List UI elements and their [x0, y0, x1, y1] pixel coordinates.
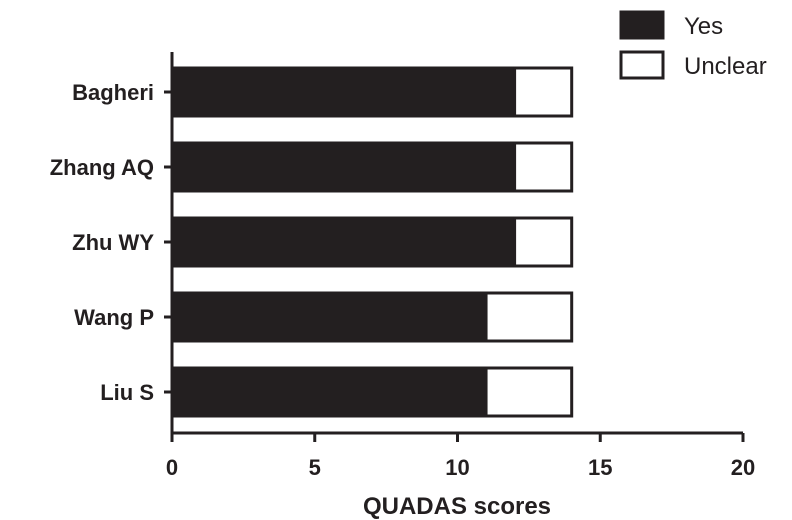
bar-wang-p-yes: [170, 291, 488, 343]
bars-group: [170, 66, 574, 418]
y-ticks: Bagheri Zhang AQ Zhu WY Wang P Liu S: [50, 80, 172, 405]
y-tick-label-bagheri: Bagheri: [72, 80, 154, 105]
x-tick-label-20: 20: [731, 455, 755, 480]
x-tick-label-0: 0: [166, 455, 178, 480]
bar-wang-p-unclear: [484, 291, 574, 343]
x-ticks: 0 5 10 15 20: [166, 433, 755, 480]
bar-bagheri-yes: [170, 66, 517, 118]
legend-swatch-yes: [619, 10, 665, 40]
y-tick-label-zhu-wy: Zhu WY: [72, 230, 154, 255]
legend-label-unclear: Unclear: [684, 53, 767, 80]
bar-zhu-wy-unclear: [513, 216, 574, 268]
bar-zhu-wy-yes: [170, 216, 517, 268]
y-tick-label-liu-s: Liu S: [100, 380, 154, 405]
x-tick-label-5: 5: [309, 455, 321, 480]
x-axis-title: QUADAS scores: [363, 493, 551, 520]
bar-zhang-aq-yes: [170, 141, 517, 193]
legend-swatch-unclear: [619, 50, 665, 80]
legend: Yes Unclear: [619, 10, 767, 80]
y-tick-label-zhang-aq: Zhang AQ: [50, 155, 154, 180]
x-tick-label-15: 15: [588, 455, 612, 480]
x-tick-label-10: 10: [445, 455, 469, 480]
bar-bagheri-unclear: [513, 66, 574, 118]
legend-label-yes: Yes: [684, 13, 723, 40]
bar-zhang-aq-unclear: [513, 141, 574, 193]
bar-liu-s-unclear: [484, 366, 574, 418]
bar-liu-s-yes: [170, 366, 488, 418]
y-tick-label-wang-p: Wang P: [74, 305, 154, 330]
